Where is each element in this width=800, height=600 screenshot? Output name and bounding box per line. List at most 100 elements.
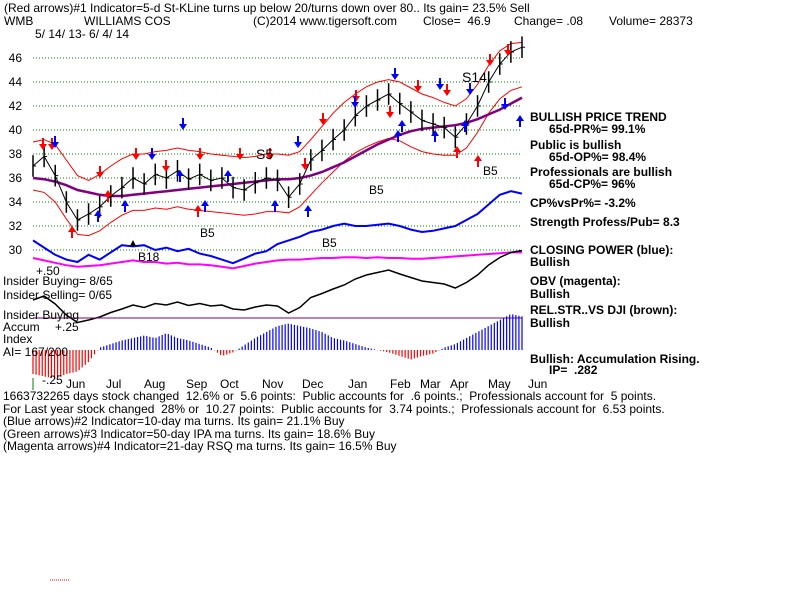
up-arrow-icon [461, 120, 469, 132]
header-indicator-line: (Red arrows)#1 Indicator=5-d St-KLine tu… [4, 1, 530, 15]
down-arrow-icon [132, 148, 140, 160]
month-label: Jun [66, 377, 86, 391]
down-arrow-icon [179, 118, 187, 130]
up-arrow-icon [394, 130, 402, 142]
y-tick-32: 32 [8, 219, 22, 233]
y-tick-34: 34 [8, 195, 22, 209]
closing-power-state: Bullish [530, 255, 571, 269]
month-label: May [488, 377, 511, 391]
up-arrow-icon [94, 210, 102, 222]
plus50-label: +.50 [36, 264, 60, 278]
accum-plus-label: +.25 [55, 320, 79, 334]
up-arrow-icon [271, 200, 279, 212]
public-status: Public is bullish [530, 138, 622, 152]
insider-buying-2: Insider Buying [3, 308, 80, 322]
down-arrow-icon [319, 113, 327, 125]
relstr-state: Bullish [530, 316, 571, 330]
obv-state: Bullish [530, 287, 571, 301]
down-arrow-icon [386, 106, 394, 118]
down-arrow-icon [236, 148, 244, 160]
accum-label: Accum [3, 320, 40, 334]
pr-value: 65d-PR%= 99.1% [549, 122, 646, 136]
y-tick-40: 40 [8, 123, 22, 137]
down-arrow-icon [39, 138, 47, 150]
relstr-label: REL.STR..VS DJI (brown): [530, 303, 678, 317]
up-arrow-icon [304, 205, 312, 217]
annotation-b5-c: B5 [200, 226, 215, 240]
y-tick-30: 30 [8, 243, 22, 257]
down-arrow-icon [294, 136, 302, 148]
close-value: Close= 46.9 [423, 14, 491, 28]
y-tick-46: 46 [8, 51, 22, 65]
down-arrow-icon [162, 160, 170, 172]
cp-vs-pr: CP%vsPr%= -3.2% [530, 196, 636, 210]
change-value: Change= .08 [514, 14, 584, 28]
ticker-symbol: WMB [4, 14, 34, 28]
closing-power-line [32, 190, 523, 265]
month-label: Oct [220, 377, 239, 391]
accum-status: Bullish: Accumulation Rising. [530, 352, 700, 366]
up-arrow-icon [194, 205, 202, 217]
down-arrow-icon [351, 96, 359, 108]
source-credit: (C)2014 www.tigersoft.com [253, 14, 398, 28]
ai-value: AI= 167/200 [3, 345, 69, 359]
closing-power-label: CLOSING POWER (blue): [530, 243, 674, 257]
strength-ratio: Strength Profess/Pub= 8.3 [530, 215, 680, 229]
up-arrow-icon [474, 155, 482, 167]
up-arrow-icon [516, 115, 524, 127]
obv-label: OBV (magenta): [530, 274, 621, 288]
footer-line-2: For Last year stock changed 28% or 10.27… [3, 402, 665, 416]
month-label: Feb [390, 377, 411, 391]
lower-band-line [32, 86, 523, 237]
month-label: Aug [144, 377, 166, 391]
cp-value: 65d-CP%= 96% [549, 177, 636, 191]
footer-line-5: (Magenta arrows)#4 Indicator=21-day RSQ … [3, 439, 397, 453]
down-arrow-icon [266, 148, 274, 160]
insider-selling: Insider Selling= 0/65 [3, 288, 113, 302]
date-range: 5/ 14/ 13- 6/ 4/ 14 [35, 27, 130, 41]
up-arrow-icon [398, 120, 406, 132]
annotation-b5-d: B5 [322, 236, 337, 250]
up-arrow-icon [121, 200, 129, 212]
month-label: Apr [450, 377, 469, 391]
month-label: Dec [302, 377, 324, 391]
month-label: Jun [528, 377, 548, 391]
volume-value: Volume= 28373 [609, 14, 693, 28]
b18-arrow-icon [130, 240, 136, 246]
ip-value: IP= .282 [549, 363, 598, 377]
month-label: Mar [420, 377, 441, 391]
month-label: Jul [106, 377, 122, 391]
annotation-b5-b: B5 [483, 164, 498, 178]
down-arrow-icon [436, 78, 444, 90]
company-name: WILLIAMS COS [84, 14, 171, 28]
down-arrow-icon [443, 84, 451, 96]
trend-title: BULLISH PRICE TREND [530, 110, 667, 124]
annotation-s14: S14 [462, 69, 487, 85]
y-tick-38: 38 [8, 147, 22, 161]
down-arrow-icon [391, 68, 399, 80]
month-label: Sep [186, 377, 208, 391]
up-arrow-icon [431, 130, 439, 142]
down-arrow-icon [414, 80, 422, 92]
down-arrow-icon [466, 83, 474, 95]
y-tick-42: 42 [8, 99, 22, 113]
y-tick-44: 44 [8, 75, 22, 89]
up-arrow-icon [224, 170, 232, 182]
upper-band-line [32, 41, 523, 181]
down-arrow-icon [96, 166, 104, 178]
footer-line-3: (Blue arrows)#2 Indicator=10-day ma turn… [3, 414, 345, 428]
down-arrow-icon [504, 44, 512, 56]
annotation-s5: S5 [256, 146, 274, 162]
month-label: Jan [348, 377, 368, 391]
month-label: Nov [262, 377, 284, 391]
price-line [32, 46, 523, 221]
up-arrow-icon [68, 226, 76, 238]
obv-line [32, 251, 522, 270]
down-arrow-icon [486, 54, 494, 66]
down-arrow-icon [196, 148, 204, 160]
up-arrow-icon [453, 146, 461, 158]
down-arrow-icon [48, 138, 56, 150]
footer-line-1: 1663732265 days stock changed 12.6% or 5… [3, 389, 657, 403]
